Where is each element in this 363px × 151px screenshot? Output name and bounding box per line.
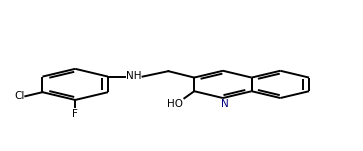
Text: N: N <box>221 99 229 109</box>
Text: NH: NH <box>126 71 142 81</box>
Text: F: F <box>72 109 78 119</box>
Text: Cl: Cl <box>14 91 25 101</box>
Text: HO: HO <box>167 100 183 109</box>
